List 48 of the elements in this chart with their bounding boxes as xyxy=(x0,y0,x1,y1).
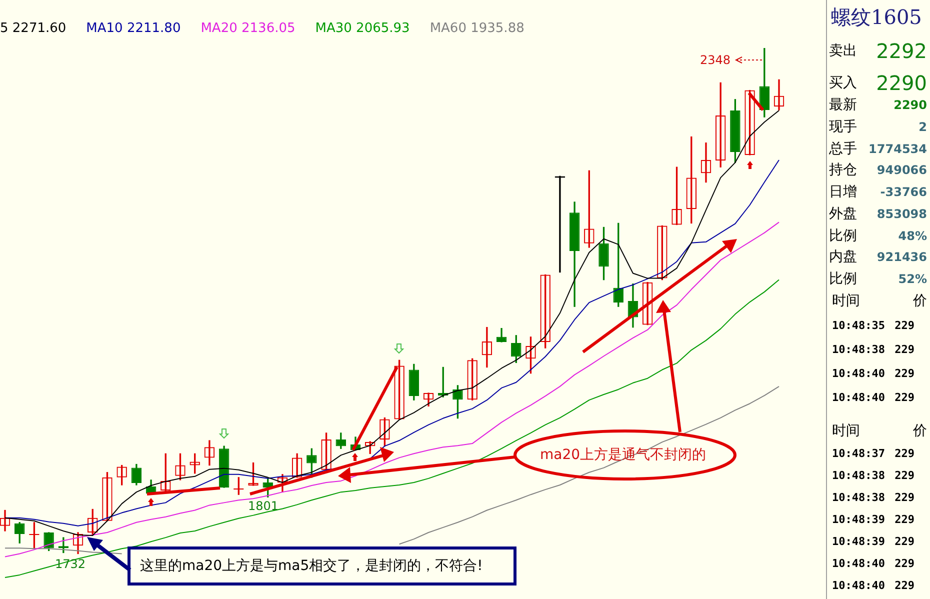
text: 持仓 xyxy=(829,161,857,180)
text: 价 xyxy=(913,292,927,310)
text: 时间 xyxy=(832,292,860,310)
text: 10:48:40 229 xyxy=(832,578,914,592)
text: 10:48:39 229 xyxy=(832,512,914,526)
text: 外盘 xyxy=(829,204,857,223)
text: 总手 xyxy=(829,140,857,158)
text: 2290 xyxy=(876,71,927,95)
text: 比例 xyxy=(829,270,857,288)
annotation: 2348 xyxy=(700,53,731,67)
text: 52% xyxy=(898,272,927,286)
text: MA10 2211.80 xyxy=(86,21,181,36)
text: 1774534 xyxy=(868,142,927,156)
text: 1732 xyxy=(55,557,86,571)
text: 比例 xyxy=(829,226,857,244)
text: 10:48:37 229 xyxy=(832,446,914,460)
text: 10:48:38 229 xyxy=(832,342,914,356)
text: 这里的ma20上方是与ma5相交了，是封闭的，不符合! xyxy=(140,557,483,575)
text: MA30 2065.93 xyxy=(315,21,410,36)
text: 价 xyxy=(913,422,927,440)
text: -33766 xyxy=(880,185,927,199)
text: 10:48:40 229 xyxy=(832,556,914,570)
text: 10:48:40 229 xyxy=(832,390,914,404)
text: 921436 xyxy=(876,250,927,264)
text: MA20 2136.05 xyxy=(200,21,296,36)
text: 日增 xyxy=(829,183,857,201)
text: 卖出 xyxy=(829,42,857,60)
text: MA60 1935.88 xyxy=(430,21,524,36)
text: 买入 xyxy=(829,74,857,92)
annotation: 1801 xyxy=(248,499,279,513)
text: 10:48:38 229 xyxy=(832,468,914,482)
text: 2 xyxy=(918,120,927,134)
annotation: ma20上方是通气不封闭的 xyxy=(540,446,706,464)
text: 内盘 xyxy=(829,248,857,266)
text: 48% xyxy=(898,228,927,242)
text: 10:48:39 229 xyxy=(832,534,914,548)
text: 2290 xyxy=(894,98,927,112)
text: 螺纹1605 xyxy=(831,4,922,31)
text: 949066 xyxy=(876,163,927,178)
text: 2292 xyxy=(876,39,927,63)
text: 最新 xyxy=(829,96,857,114)
text: 10:48:40 229 xyxy=(832,366,914,380)
text: 现手 xyxy=(829,118,857,136)
text: 853098 xyxy=(876,206,927,221)
text: 5 2271.60 xyxy=(0,21,66,36)
text: 10:48:38 229 xyxy=(832,490,914,504)
text: 时间 xyxy=(832,422,860,440)
text: 10:48:35 229 xyxy=(832,318,914,332)
